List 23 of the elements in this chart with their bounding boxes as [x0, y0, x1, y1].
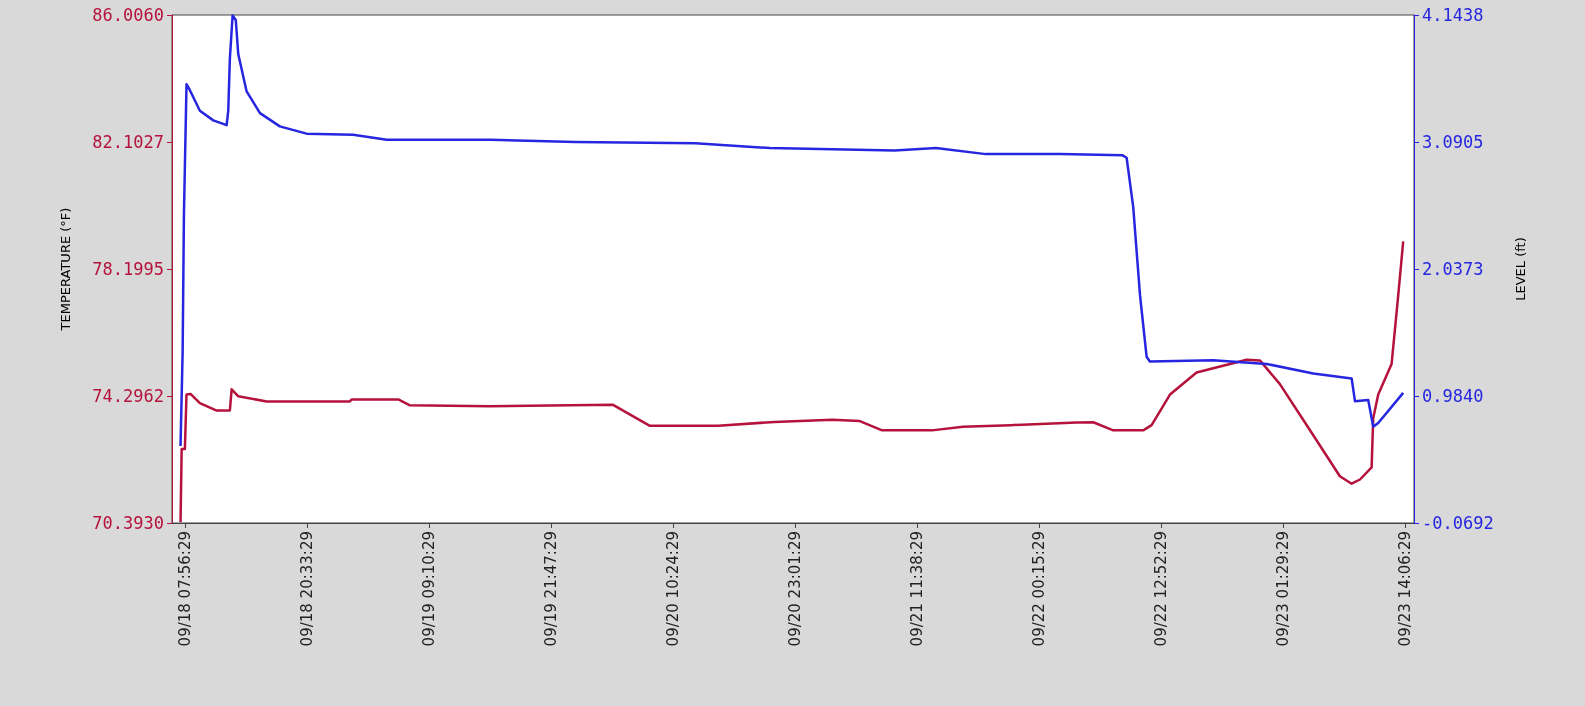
y2-tick-label: 2.0373	[1422, 259, 1484, 279]
x-tick-label: 09/18 20:33:29	[297, 531, 316, 647]
x-tick-label: 09/21 11:38:29	[907, 531, 926, 647]
y-tick-label: 70.3930	[92, 513, 164, 533]
x-tick-label: 09/23 01:29:29	[1273, 531, 1292, 647]
x-tick-label: 09/20 10:24:29	[663, 531, 682, 647]
y2-tick-label: 3.0905	[1422, 132, 1484, 153]
x-tick-label: 09/23 14:06:29	[1395, 531, 1414, 647]
y2-axis-title: LEVEL (ft)	[1513, 237, 1528, 301]
x-tick-label: 09/19 09:10:29	[419, 531, 438, 647]
y-tick-label: 74.2962	[92, 386, 164, 406]
x-tick-label: 09/20 23:01:29	[785, 531, 804, 647]
y-tick-label: 86.0060	[92, 5, 164, 25]
y-tick-label: 78.1995	[92, 259, 164, 279]
y2-tick-label: 0.9840	[1422, 386, 1484, 407]
x-tick-label: 09/22 00:15:29	[1029, 531, 1048, 647]
x-tick-label: 09/22 12:52:29	[1151, 531, 1170, 647]
y2-tick-label: -0.0692	[1422, 513, 1494, 533]
x-tick-label: 09/18 07:56:29	[175, 531, 194, 647]
y-tick-label: 82.1027	[92, 132, 164, 152]
y2-tick-label: 4.1438	[1422, 5, 1484, 25]
x-tick-label: 09/19 21:47:29	[541, 531, 560, 647]
y-axis-title: TEMPERATURE (°F)	[58, 207, 73, 332]
